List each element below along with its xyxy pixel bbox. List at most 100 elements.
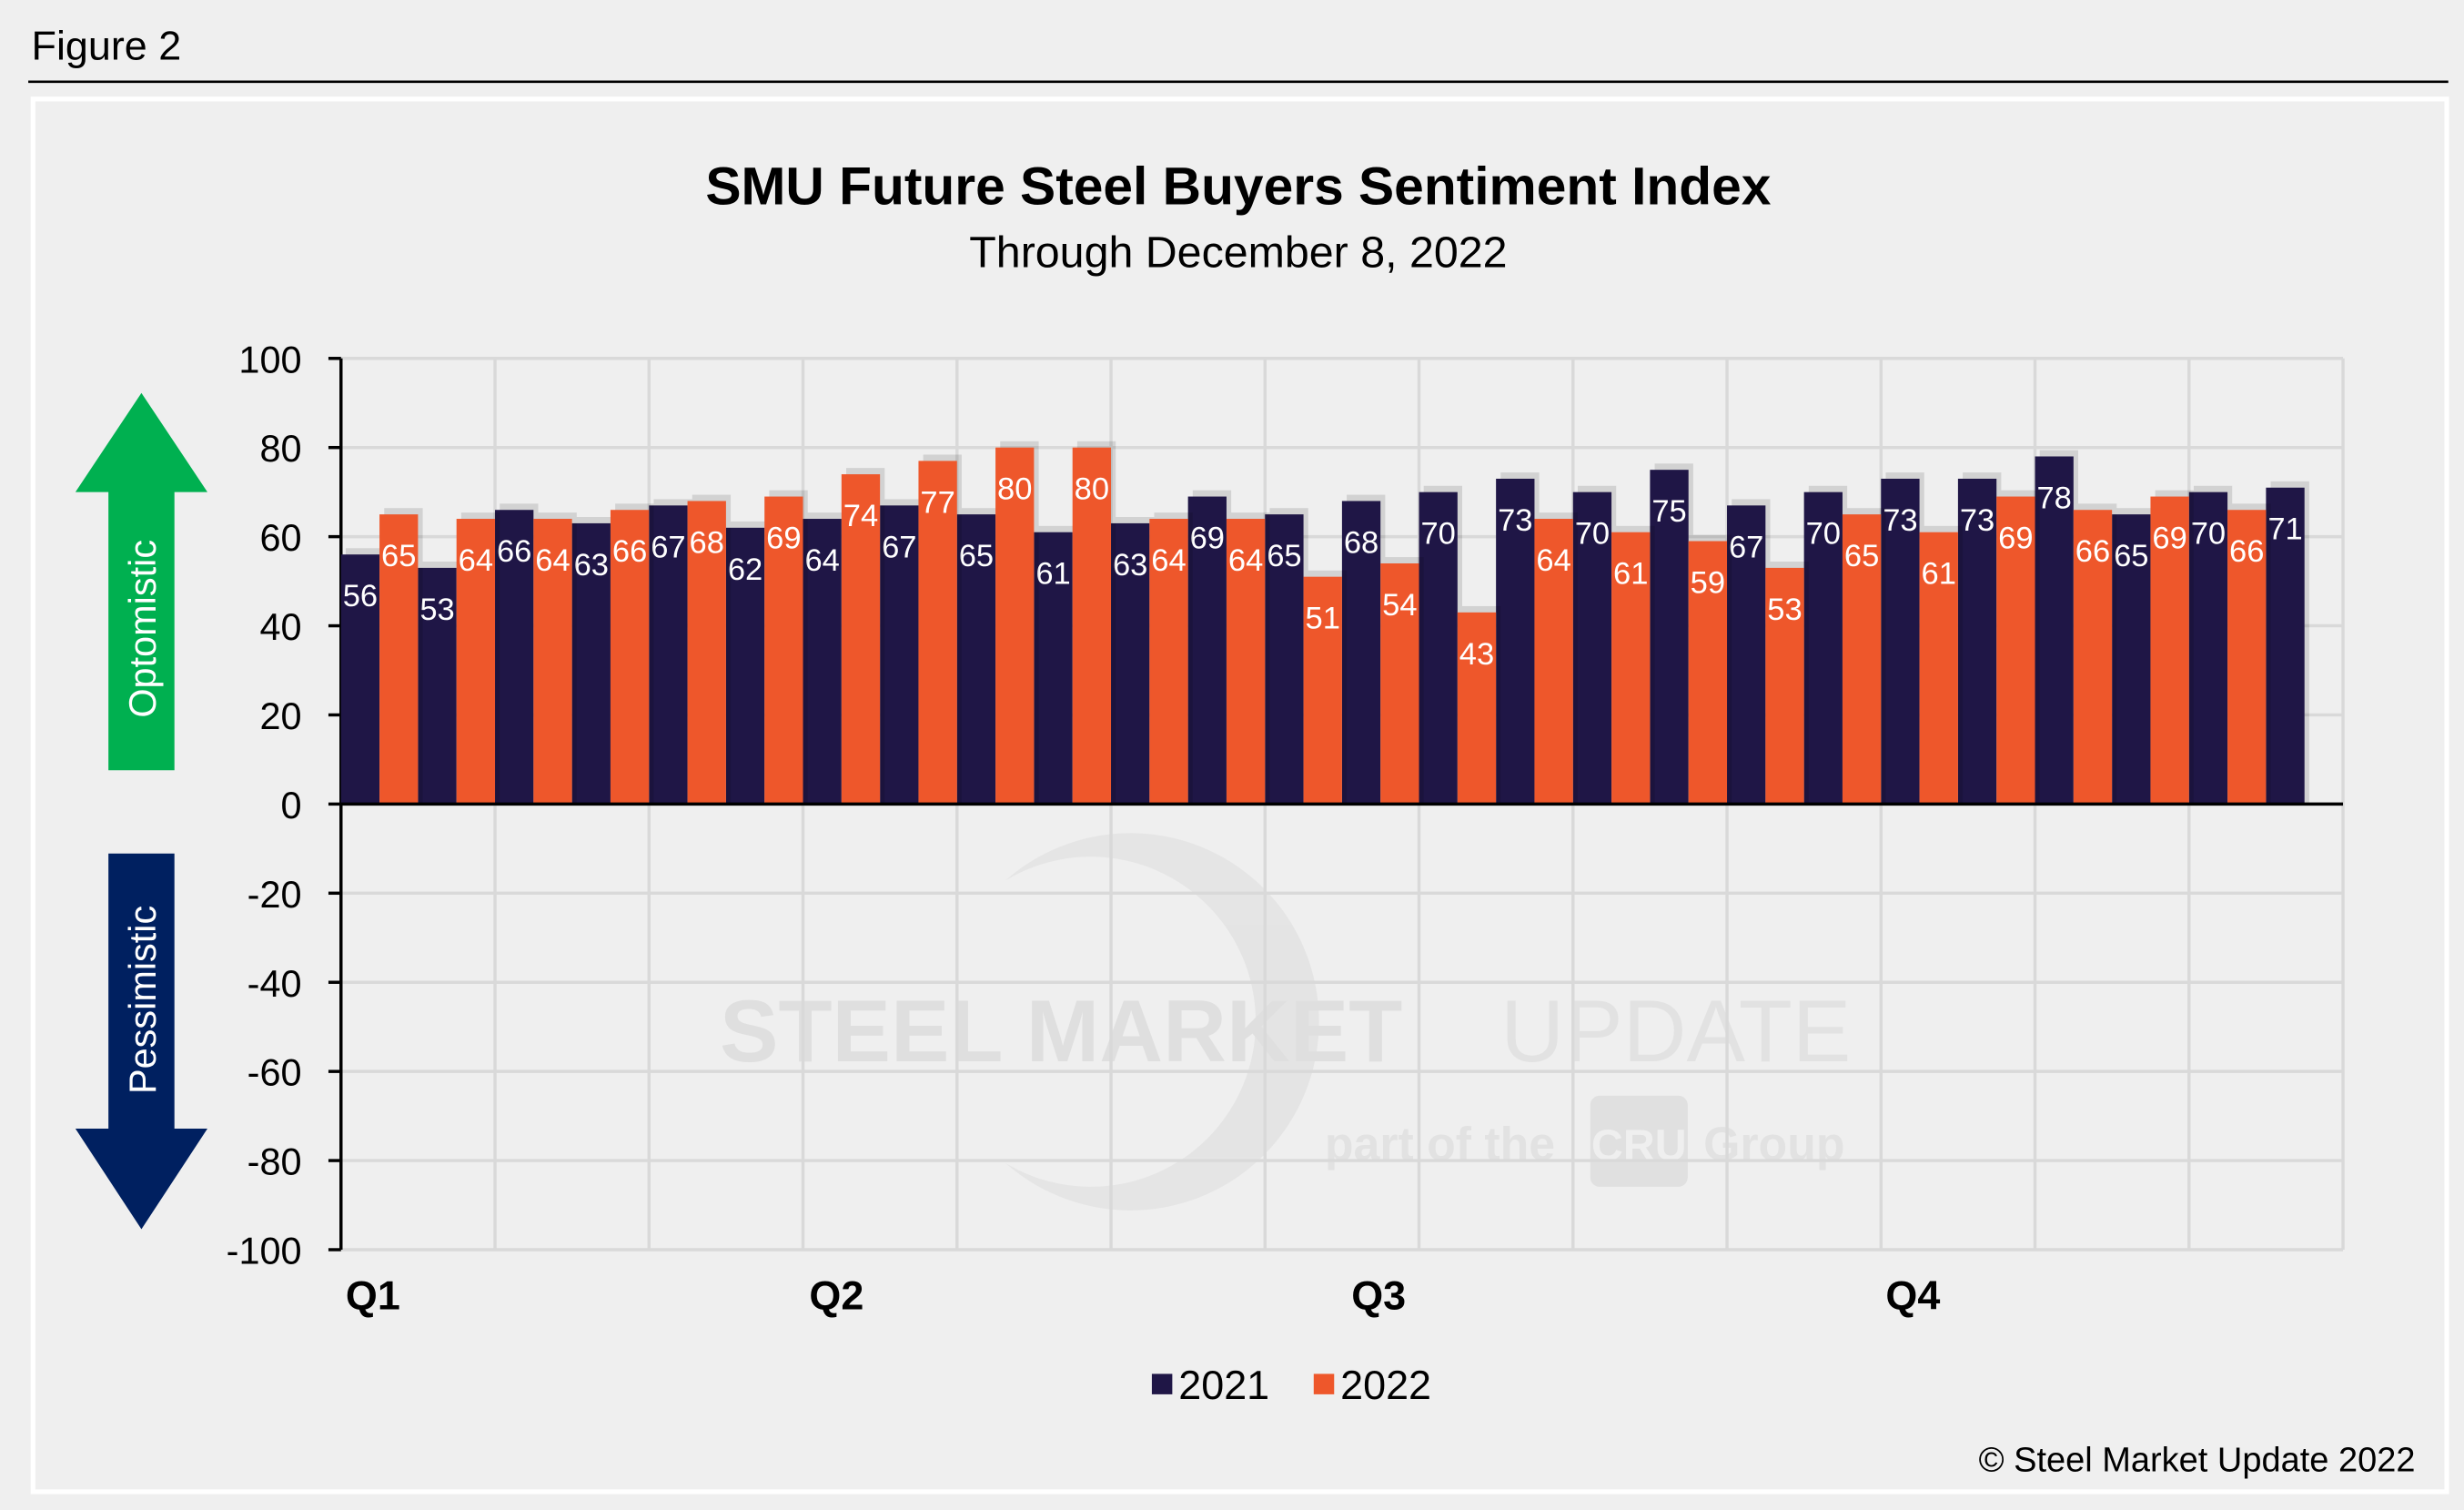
bar-2022-11 <box>1149 519 1188 805</box>
bar-2022-12 <box>1226 519 1266 805</box>
data-label-2021: 70 <box>2191 517 2226 552</box>
data-label-2021: 64 <box>804 543 839 578</box>
watermark-crescent <box>1005 833 1319 1211</box>
data-label-2022: 54 <box>1382 588 1417 623</box>
data-label-2022: 59 <box>1691 566 1725 601</box>
data-label-2022: 53 <box>1767 593 1802 627</box>
data-label-2022: 65 <box>1844 539 1879 573</box>
bar-2022-22 <box>1996 496 2035 805</box>
bar-2022-7 <box>841 474 881 805</box>
data-label-2021: 68 <box>1344 525 1378 560</box>
watermark-text-light: UPDATE <box>1500 982 1851 1080</box>
bar-2022-2 <box>456 519 496 805</box>
bar-2021-8 <box>880 505 919 805</box>
data-label-2021: 63 <box>574 548 609 583</box>
bar-2021-21 <box>1881 478 1920 805</box>
data-label-2021: 65 <box>1267 539 1301 573</box>
bar-2021-22 <box>1957 478 1997 805</box>
watermark-text-bold: STEEL MARKET <box>720 982 1402 1080</box>
data-label-2022: 66 <box>2075 534 2110 569</box>
data-label-2022: 65 <box>381 539 416 573</box>
bar-2021-5 <box>649 505 688 805</box>
legend-swatch-2022 <box>1313 1373 1335 1394</box>
data-label-2021: 73 <box>1883 503 1917 538</box>
bar-2021-26 <box>2266 487 2305 805</box>
up-arrow-icon <box>75 392 207 771</box>
data-label-2022: 64 <box>535 543 570 578</box>
bar-2022-5 <box>687 501 726 805</box>
optimistic-arrow: Optomistic <box>75 392 207 771</box>
data-label-2021: 67 <box>882 530 916 564</box>
bar-2021-23 <box>2035 456 2074 805</box>
y-tick-label: -80 <box>247 1140 302 1183</box>
bar-2021-18 <box>1650 470 1689 805</box>
bar-2022-13 <box>1303 576 1342 805</box>
data-label-2021: 78 <box>2036 481 2071 515</box>
data-label-2022: 64 <box>459 543 493 578</box>
data-label-2021: 70 <box>1420 517 1455 552</box>
data-label-2021: 56 <box>343 579 378 613</box>
data-label-2022: 69 <box>2152 522 2186 556</box>
bar-2022-21 <box>1919 532 1958 805</box>
y-tick-label: 40 <box>259 605 301 648</box>
data-label-2021: 63 <box>1113 548 1147 583</box>
watermark-cru: CRU <box>1591 1121 1687 1171</box>
data-label-2021: 65 <box>2114 539 2148 573</box>
data-label-2022: 61 <box>1922 557 1956 592</box>
data-label-2022: 68 <box>690 525 724 560</box>
data-label-2022: 64 <box>1228 543 1263 578</box>
data-label-2021: 66 <box>497 534 531 569</box>
bar-2021-14 <box>1341 501 1381 805</box>
legend: 2021 2022 <box>1151 1362 1431 1408</box>
data-label-2021: 65 <box>959 539 994 573</box>
data-label-2021: 62 <box>728 552 762 587</box>
copyright: © Steel Market Update 2022 <box>1979 1442 2416 1480</box>
bar-2021-19 <box>1727 505 1766 805</box>
data-label-2021: 67 <box>1729 530 1763 564</box>
data-label-2022: 66 <box>2229 534 2264 569</box>
bar-2022-20 <box>1842 514 1882 805</box>
data-label-2022: 74 <box>843 499 878 533</box>
data-label-2022: 80 <box>1075 472 1109 507</box>
data-label-2021: 61 <box>1035 557 1070 592</box>
data-label-2022: 43 <box>1459 637 1494 672</box>
watermark-cru-box <box>1590 1095 1688 1187</box>
bar-2021-10 <box>1034 532 1073 805</box>
chart-title: SMU Future Steel Buyers Sentiment Index <box>705 157 1771 217</box>
bar-2021-2 <box>418 567 457 805</box>
y-tick-label: -40 <box>247 962 302 1005</box>
y-tick-label: -60 <box>247 1051 302 1094</box>
data-label-2021: 75 <box>1651 494 1686 529</box>
bar-2021-1 <box>340 554 380 805</box>
bar-2022-14 <box>1380 562 1419 805</box>
bar-2021-7 <box>803 519 842 805</box>
bar-2022-3 <box>533 519 572 805</box>
data-label-2021: 53 <box>419 593 454 627</box>
bar-2021-25 <box>2188 492 2228 805</box>
y-tick-label: 100 <box>238 338 301 380</box>
bar-2022-23 <box>2073 510 2113 805</box>
bar-2022-24 <box>2150 496 2189 805</box>
pessimistic-label: Pessimistic <box>121 906 164 1094</box>
data-label-2022: 64 <box>1536 543 1570 578</box>
bar-2022-1 <box>379 514 419 805</box>
bar-2022-4 <box>610 510 650 805</box>
y-tick-label: 80 <box>259 427 301 470</box>
bar-2022-15 <box>1457 612 1497 805</box>
bar-2022-25 <box>2227 510 2267 805</box>
data-label-2022: 51 <box>1306 602 1340 636</box>
optimistic-label: Optomistic <box>121 540 164 718</box>
data-label-2022: 80 <box>997 472 1032 507</box>
data-label-2021: 70 <box>1575 517 1610 552</box>
data-label-2021: 69 <box>1190 522 1225 556</box>
y-tick-label: -100 <box>227 1230 302 1272</box>
data-label-2022: 66 <box>612 534 647 569</box>
data-label-2021: 67 <box>651 530 685 564</box>
bar-2021-17 <box>1572 492 1612 805</box>
data-label-2021: 73 <box>1498 503 1532 538</box>
data-label-2022: 69 <box>766 522 801 556</box>
watermark-sub-right: Group <box>1703 1118 1844 1171</box>
bar-2021-16 <box>1496 478 1535 805</box>
